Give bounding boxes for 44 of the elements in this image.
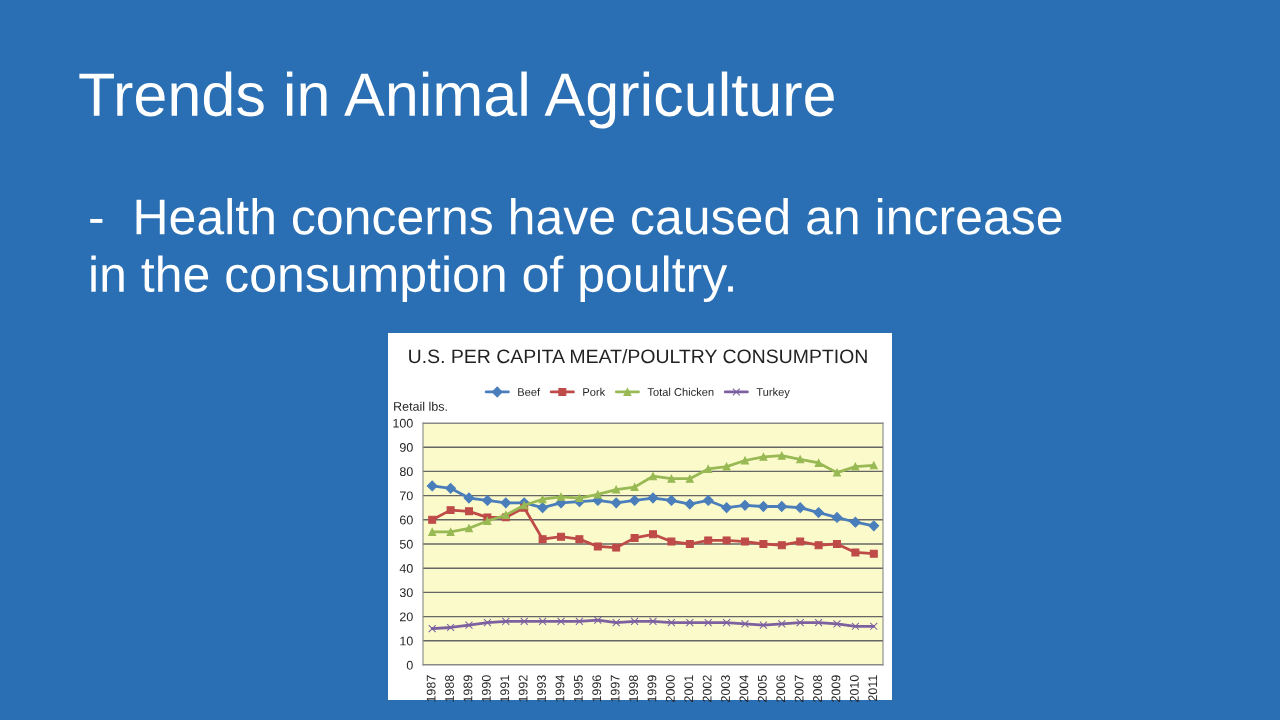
x-tick-label: 1992 (518, 675, 528, 702)
y-tick-label: 10 (400, 636, 413, 646)
x-tick-label: 1996 (592, 675, 602, 702)
text: Trends in Animal Agriculture (79, 71, 834, 129)
chart-title: U.S. PER CAPITA MEAT/POULTRY CONSUMPTION (409, 348, 867, 364)
x-tick-label: 2001 (684, 675, 694, 702)
x-tick-label: 1988 (445, 675, 454, 702)
legend-label: Beef (518, 387, 541, 396)
y-tick-label: 100 (393, 418, 413, 428)
x-tick-label: 1995 (573, 675, 583, 702)
x-tick-label: 1987 (426, 675, 436, 702)
x-tick-label: 2006 (776, 675, 786, 702)
x-tick-label: 1997 (610, 675, 620, 702)
x-tick-label: 1989 (463, 675, 473, 702)
x-tick-label: 1991 (500, 675, 510, 702)
x-tick-label: 1998 (629, 675, 638, 702)
legend-label: Pork (583, 387, 606, 396)
x-tick-label: 2004 (739, 675, 749, 702)
x-tick-label: 1994 (555, 675, 565, 702)
x-tick-label: 2002 (702, 675, 712, 702)
x-tick-label: 2000 (665, 675, 675, 702)
y-axis-title: Retail lbs. (394, 401, 447, 411)
y-tick-label: 30 (399, 588, 413, 598)
x-tick-label: 2007 (794, 675, 804, 702)
x-tick-label: 2011 (868, 675, 878, 701)
x-tick-label: 1999 (647, 675, 657, 702)
y-tick-label: 50 (399, 539, 413, 549)
x-tick-label: 2009 (831, 675, 841, 702)
x-tick-label: 2010 (849, 675, 859, 702)
x-tick-label: 2003 (721, 675, 730, 702)
y-tick-label: 0 (406, 660, 413, 670)
x-tick-label: 1990 (481, 675, 491, 702)
y-tick-label: 20 (400, 612, 413, 622)
y-tick-label: 40 (399, 564, 413, 573)
text: - Health concerns have caused an increase in the consumption of poultry. (90, 197, 1062, 303)
x-tick-label: 2005 (757, 675, 767, 702)
y-tick-label: 90 (399, 443, 413, 452)
legend-label: Total Chicken (647, 387, 714, 396)
x-tick-label: 2008 (813, 675, 822, 702)
legend-label: Turkey (756, 387, 790, 399)
x-tick-label: 1993 (537, 675, 546, 702)
y-tick-label: 70 (400, 491, 413, 501)
y-tick-label: 60 (400, 515, 413, 525)
y-tick-label: 80 (399, 467, 413, 477)
